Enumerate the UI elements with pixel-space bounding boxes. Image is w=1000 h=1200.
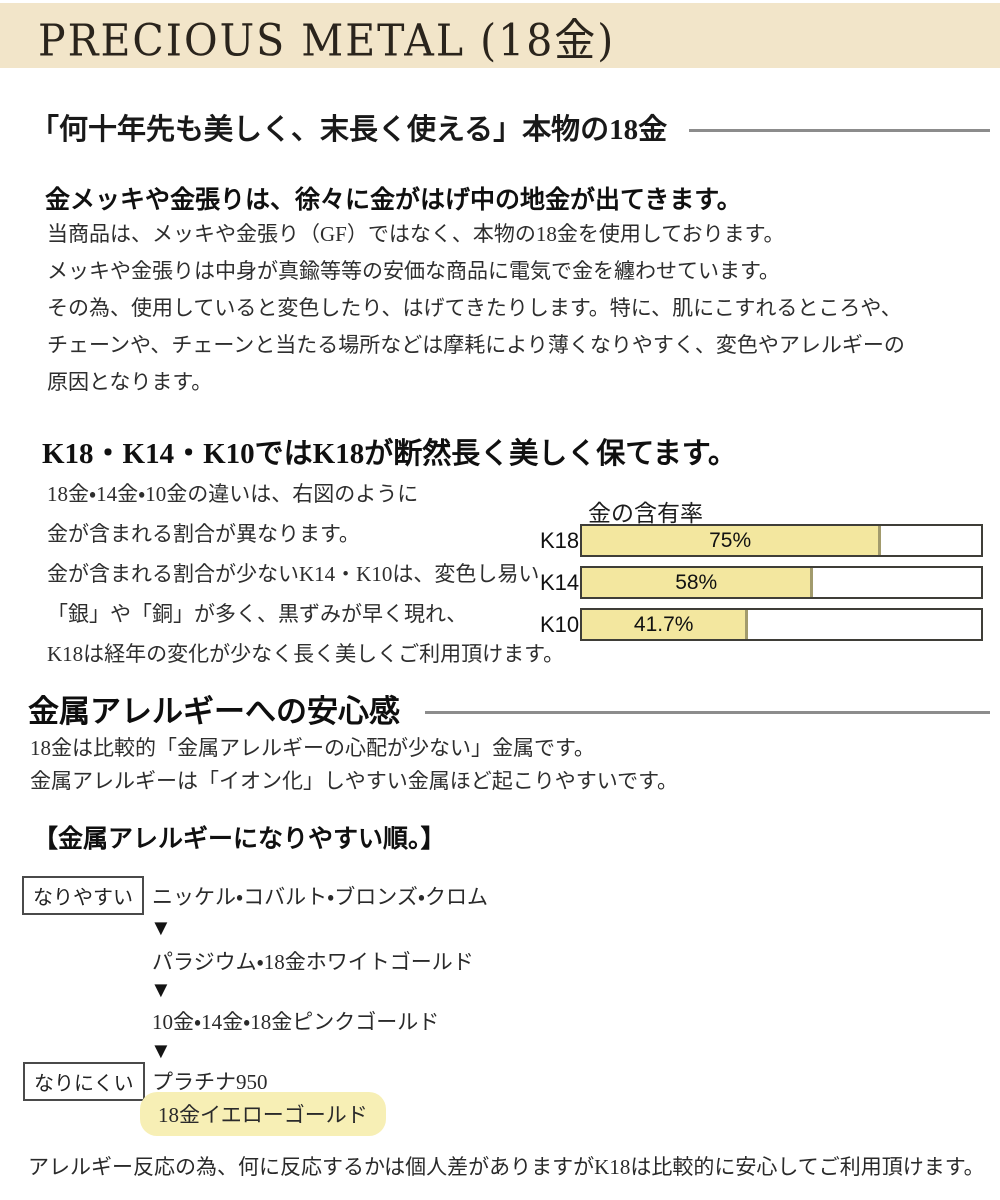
paragraph-line: 原因となります。 [47,370,213,394]
paragraph-line: K18は経年の変化が少なく長く美しくご利用頂けます。 [47,642,565,666]
page-title: PRECIOUS METAL (18金) [38,13,616,66]
bar-value: 58% [675,570,718,594]
paragraph-line: 金属アレルギーは「イオン化」しやすい金属ほど起こりやすいです。 [30,769,679,793]
chart-title: 金の含有率 [588,500,703,526]
bar-fill: 58% [582,568,814,597]
section1-paragraph: 当商品は、メッキや金張り（GF）ではなく、本物の18金を使用しております。 メッ… [47,216,905,401]
bar-label: K10 [540,611,580,637]
chart-row: K14 58% [540,566,983,599]
down-arrow-icon: ▼ [150,915,172,940]
bar-label: K14 [540,569,580,595]
paragraph-line: 「銀」や「銅」が多く、黒ずみが早く現れ、 [47,602,468,626]
bottom-note: アレルギー反応の為、何に反応するかは個人差がありますがK18は比較的に安心してご… [28,1155,985,1179]
paragraph-line: メッキや金張りは中身が真鍮等等の安価な商品に電気で金を纏わせています。 [47,259,780,283]
paragraph-line: 金が含まれる割合が異なります。 [47,522,360,546]
header-band: PRECIOUS METAL (18金) [0,3,1000,68]
section3-subheading: 【金属アレルギーになりやすい順。】 [33,826,446,853]
bar-label: K18 [540,527,580,553]
rank-label-easy: なりやすい [22,876,144,915]
rank-item-3: 10金・14金・18金ピンクゴールド [152,1010,440,1034]
heading-rule [689,128,990,132]
section2-heading: K18・K14・K10ではK18が断然長く美しく保てます。 [42,438,737,470]
rank-label-hard: なりにくい [23,1062,145,1101]
bar-value: 75% [709,528,752,552]
section1-heading: 「何十年先も美しく、末長く使える」本物の18金 [30,114,668,146]
bar-fill: 41.7% [582,610,749,639]
rank-item-2: パラジウム・18金ホワイトゴールド [152,950,474,974]
paragraph-line: チェーンや、チェーンと当たる場所などは摩耗により薄くなりやすく、変色やアレルギー… [47,333,905,357]
paragraph-line: 18金・14金・10金の違いは、右図のように [47,482,419,506]
rank-item-4: プラチナ950 [152,1070,268,1094]
bar-track: 58% [580,566,983,599]
rank-item-1: ニッケル・コバルト・ブロンズ・クロム [152,885,488,909]
down-arrow-icon: ▼ [150,1038,172,1063]
down-arrow-icon: ▼ [150,977,172,1002]
heading-rule [425,711,990,714]
section3-heading-row: 金属アレルギーへの安心感 [28,686,990,731]
section1-heading-row: 「何十年先も美しく、末長く使える」本物の18金 [30,106,990,148]
paragraph-line: 当商品は、メッキや金張り（GF）ではなく、本物の18金を使用しております。 [47,222,785,246]
section3-paragraph: 18金は比較的「金属アレルギーの心配が少ない」金属です。 金属アレルギーは「イオ… [30,732,678,798]
chart-row: K18 75% [540,524,983,557]
bar-track: 75% [580,524,983,557]
section2-paragraph: 18金・14金・10金の違いは、右図のように 金が含まれる割合が異なります。 金… [47,474,564,674]
bar-value: 41.7% [633,612,694,636]
paragraph-line: その為、使用していると変色したり、はげてきたりします。特に、肌にこすれるところや… [47,296,902,320]
paragraph-line: 18金は比較的「金属アレルギーの心配が少ない」金属です。 [30,736,595,760]
bar-track: 41.7% [580,608,983,641]
gold-content-chart: K18 75% K14 58% K10 41.7% [540,524,983,650]
chart-row: K10 41.7% [540,608,983,641]
paragraph-line: 金が含まれる割合が少ないK14・K10は、変色し易い [47,562,540,586]
highlighted-rank-item: 18金イエローゴールド [140,1092,386,1136]
bar-fill: 75% [582,526,882,555]
section1-subheading: 金メッキや金張りは、徐々に金がはげ中の地金が出てきます。 [45,187,742,214]
section3-heading: 金属アレルギーへの安心感 [28,694,400,729]
